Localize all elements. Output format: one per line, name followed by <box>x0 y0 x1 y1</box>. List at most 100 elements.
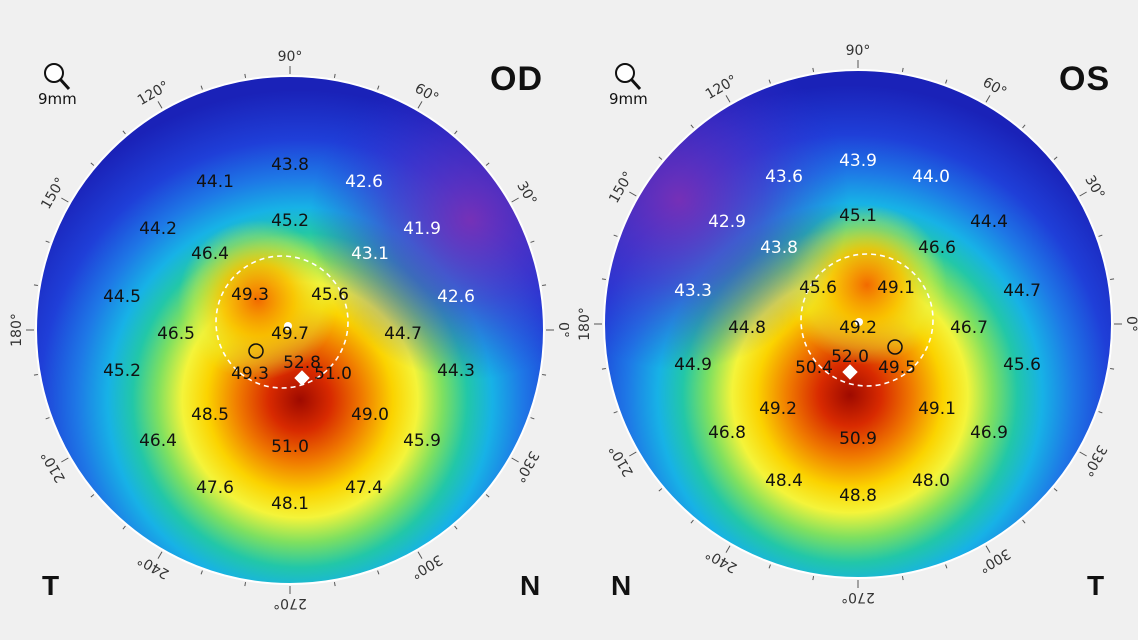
angle-tick <box>542 284 547 287</box>
curvature-value: 50.4 <box>795 358 833 378</box>
map-boundary <box>603 69 1113 579</box>
curvature-value: 49.1 <box>918 399 956 419</box>
angle-tick <box>945 79 948 84</box>
od-right-side-label: N <box>520 570 541 601</box>
angle-tick <box>1110 278 1115 281</box>
curvature-value: 46.9 <box>970 423 1008 443</box>
curvature-value: 42.6 <box>345 172 383 192</box>
angle-tick <box>454 525 458 530</box>
os-left-side-label: N <box>611 570 632 601</box>
curvature-value: 48.8 <box>839 486 877 506</box>
angle-tick <box>157 101 163 109</box>
angle-tick <box>200 570 203 575</box>
angle-tick <box>658 156 663 160</box>
od-curvature-map[interactable]: 90° 60° 30° 0° 330° 300° 270° 240° 210° 180° 150° 1… <box>0 0 569 640</box>
angle-tick <box>33 284 38 287</box>
angle-tick <box>45 417 50 420</box>
angle-tick <box>945 564 948 569</box>
angle-tick <box>90 494 95 498</box>
os-curvature-map[interactable]: 90° 60° 30° 0° 330° 300° 270° 240° 210° 180° 150° 1… <box>569 0 1138 640</box>
angle-tick <box>61 457 69 463</box>
curvature-value: 46.6 <box>918 238 956 258</box>
curvature-value: 41.9 <box>403 219 441 239</box>
curvature-value: 49.0 <box>351 405 389 425</box>
angle-label: 270° <box>273 595 307 611</box>
curvature-value: 44.0 <box>912 167 950 187</box>
os-zoom-control[interactable]: 9mm <box>609 62 669 112</box>
angle-tick <box>629 451 637 457</box>
vertex-marker <box>855 318 863 326</box>
angle-label: 0° <box>555 322 569 338</box>
curvature-value: 50.9 <box>839 429 877 449</box>
angle-label: 240° <box>135 551 172 582</box>
curvature-value: 46.8 <box>708 423 746 443</box>
angle-tick <box>629 191 637 197</box>
angle-label: 180° <box>9 313 25 347</box>
angle-tick <box>1079 191 1087 197</box>
od-zoom-control[interactable]: 9mm <box>38 62 98 112</box>
angle-label: 120° <box>135 78 172 109</box>
angle-tick <box>1110 367 1115 370</box>
curvature-value: 49.3 <box>231 364 269 384</box>
angle-tick <box>377 85 380 90</box>
curvature-value: 45.2 <box>271 211 309 231</box>
curvature-value: 44.3 <box>437 361 475 381</box>
apex-marker <box>842 364 858 380</box>
angle-tick <box>122 525 126 530</box>
curvature-value: 52.8 <box>283 353 321 373</box>
angle-label: 120° <box>703 72 740 103</box>
angle-tick <box>812 576 815 581</box>
angle-tick <box>200 85 203 90</box>
curvature-value: 44.7 <box>384 324 422 344</box>
angle-tick <box>690 124 694 129</box>
angle-tick <box>122 130 126 135</box>
angle-tick <box>901 67 904 72</box>
angle-label: 180° <box>577 307 593 341</box>
color-map-fill <box>36 76 544 584</box>
angle-tick <box>1022 124 1026 129</box>
angle-tick <box>511 197 519 203</box>
angle-tick <box>377 570 380 575</box>
curvature-value: 45.1 <box>839 206 877 226</box>
pupil-circle <box>800 253 934 387</box>
curvature-value: 48.5 <box>191 405 229 425</box>
angle-label: 300° <box>408 551 445 582</box>
pupil-center-marker <box>248 343 264 359</box>
angle-label: 60° <box>980 74 1010 100</box>
od-map-panel: 90° 60° 30° 0° 330° 300° 270° 240° 210° 180° 150° 1… <box>0 0 569 640</box>
angle-tick <box>511 457 519 463</box>
curvature-value: 49.2 <box>839 318 877 338</box>
angle-label: 300° <box>976 545 1013 576</box>
curvature-value: 43.8 <box>271 155 309 175</box>
od-zoom-label: 9mm <box>38 90 77 108</box>
curvature-value: 49.1 <box>877 278 915 298</box>
curvature-value: 47.6 <box>196 478 234 498</box>
curvature-value: 43.8 <box>760 238 798 258</box>
angle-label: 60° <box>412 80 442 106</box>
angle-tick <box>485 494 490 498</box>
angle-tick <box>768 564 771 569</box>
vertex-marker <box>284 322 292 330</box>
angle-label: 0° <box>1123 316 1138 332</box>
angle-label: 90° <box>278 49 303 65</box>
od-eye-label: OD <box>490 60 543 98</box>
os-zoom-label: 9mm <box>609 90 648 108</box>
curvature-value: 45.6 <box>1003 355 1041 375</box>
curvature-value: 48.1 <box>271 494 309 514</box>
os-right-side-label: T <box>1087 570 1105 601</box>
angle-tick <box>1098 234 1103 237</box>
curvature-value: 42.9 <box>708 212 746 232</box>
curvature-value: 47.4 <box>345 478 383 498</box>
curvature-value: 45.6 <box>799 278 837 298</box>
angle-tick <box>901 576 904 581</box>
angle-tick <box>1098 411 1103 414</box>
angle-tick <box>530 417 535 420</box>
os-map-panel: 90° 60° 30° 0° 330° 300° 270° 240° 210° 180° 150° 1… <box>569 0 1138 640</box>
angle-label: 270° <box>841 589 875 605</box>
curvature-value: 46.5 <box>157 324 195 344</box>
curvature-value: 46.7 <box>950 318 988 338</box>
angle-tick <box>542 373 547 376</box>
curvature-value: 44.4 <box>970 212 1008 232</box>
curvature-value: 43.6 <box>765 167 803 187</box>
angle-label: 150° <box>38 175 69 212</box>
